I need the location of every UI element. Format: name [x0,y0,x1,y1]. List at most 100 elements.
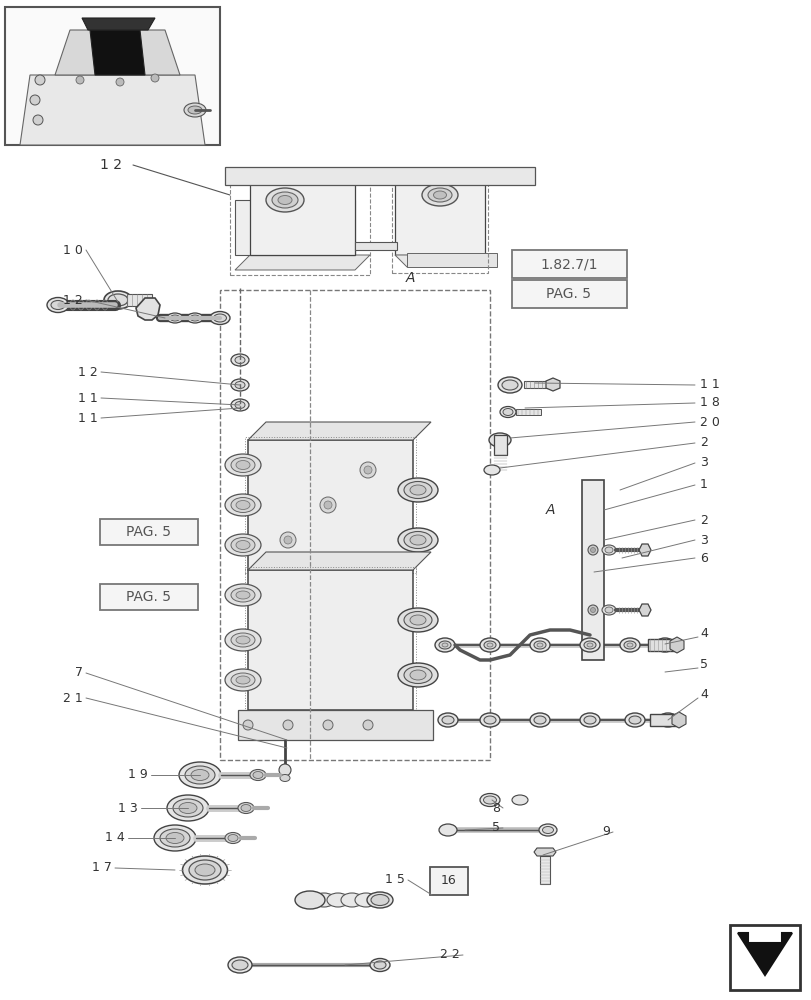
Bar [238,710,432,740]
Ellipse shape [479,793,500,806]
Ellipse shape [479,713,500,727]
Bar [245,437,415,573]
Ellipse shape [236,636,250,644]
Ellipse shape [368,893,391,907]
Ellipse shape [228,834,238,841]
Ellipse shape [497,377,521,393]
Ellipse shape [404,482,431,498]
Circle shape [30,95,40,105]
Bar [493,435,506,455]
Circle shape [363,466,371,474]
Ellipse shape [47,298,69,312]
Ellipse shape [225,494,260,516]
Ellipse shape [536,643,543,647]
Ellipse shape [184,103,206,117]
Ellipse shape [404,666,431,684]
Ellipse shape [238,802,254,813]
Circle shape [590,607,594,612]
Circle shape [587,605,597,615]
Ellipse shape [167,313,182,323]
Text: 1 7: 1 7 [92,861,112,874]
Text: 1 5: 1 5 [384,874,405,886]
Ellipse shape [441,643,448,647]
Ellipse shape [601,545,616,555]
Ellipse shape [230,399,249,411]
Polygon shape [247,422,431,440]
Text: 2 0: 2 0 [699,416,719,428]
Ellipse shape [167,795,208,821]
Ellipse shape [530,713,549,727]
Ellipse shape [232,960,247,970]
Circle shape [280,532,296,548]
Polygon shape [82,18,155,30]
Polygon shape [669,637,683,653]
Ellipse shape [604,607,612,613]
Text: 2 1: 2 1 [63,692,83,704]
Polygon shape [737,933,791,975]
Polygon shape [234,255,370,270]
Text: 4: 4 [699,627,707,640]
Bar [100,584,198,610]
Ellipse shape [327,893,349,907]
Ellipse shape [371,894,388,906]
Bar [430,867,467,895]
Ellipse shape [178,802,197,813]
Ellipse shape [370,958,389,971]
Bar [581,480,603,660]
Ellipse shape [266,188,303,212]
Ellipse shape [277,196,292,205]
Circle shape [363,720,372,730]
Text: 6: 6 [699,552,707,564]
Ellipse shape [225,832,241,843]
Bar [647,639,677,651]
Circle shape [242,720,253,730]
Text: 8: 8 [491,801,500,814]
Circle shape [284,536,292,544]
Ellipse shape [583,641,595,649]
Text: 2: 2 [699,514,707,526]
Circle shape [590,548,594,552]
Text: 1 1: 1 1 [78,391,98,404]
Ellipse shape [253,772,263,778]
Text: PAG. 5: PAG. 5 [127,590,171,604]
Ellipse shape [530,638,549,652]
Bar [512,280,626,308]
Ellipse shape [228,957,251,973]
Circle shape [587,545,597,555]
Text: 1 0: 1 0 [63,243,83,256]
Text: 1 3: 1 3 [118,801,138,814]
Text: 1.82.7/1: 1.82.7/1 [539,257,597,271]
Text: 1 1: 1 1 [78,412,98,424]
Ellipse shape [501,380,517,390]
Ellipse shape [439,824,457,836]
Bar [523,381,553,388]
Ellipse shape [488,433,510,447]
Bar [406,253,496,267]
Ellipse shape [230,588,255,602]
Ellipse shape [225,584,260,606]
Bar [539,856,549,884]
Ellipse shape [512,795,527,805]
Ellipse shape [236,500,250,510]
Ellipse shape [604,547,612,553]
Text: PAG. 5: PAG. 5 [127,525,171,539]
Ellipse shape [169,315,180,321]
Ellipse shape [579,638,599,652]
Bar [729,925,799,990]
Ellipse shape [661,643,667,647]
Text: 1 9: 1 9 [128,768,148,782]
Ellipse shape [410,670,426,680]
Text: 7: 7 [75,666,83,680]
Ellipse shape [189,860,221,880]
Ellipse shape [502,408,513,416]
Ellipse shape [629,716,640,724]
Bar [247,570,413,710]
Bar [230,175,370,275]
Ellipse shape [483,641,496,649]
Ellipse shape [294,891,324,909]
Bar [394,180,484,255]
Ellipse shape [483,796,496,804]
Text: 1 2: 1 2 [100,158,122,172]
Bar [245,567,415,713]
Ellipse shape [234,357,245,363]
